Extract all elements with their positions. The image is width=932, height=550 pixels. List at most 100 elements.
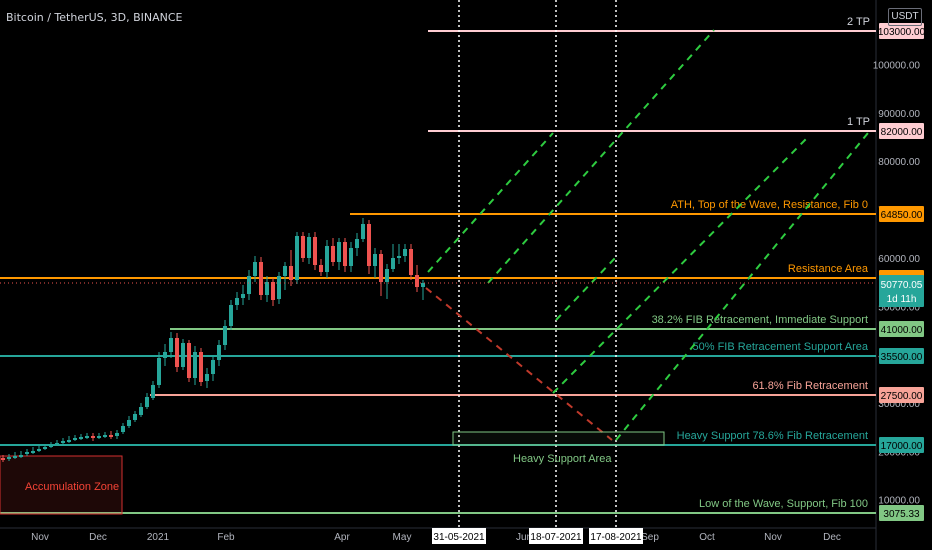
symbol-title: Bitcoin / TetherUS, 3D, BINANCE [6,11,183,24]
heavy-support-zone-label: Heavy Support Area [513,453,612,465]
candle-body [325,246,329,272]
price-tag [879,123,924,139]
x-tick-label: Feb [217,532,235,543]
price-tag-label: 103000.00 [878,27,926,38]
projection-arrow [427,132,554,273]
date-marker-tag [529,528,583,544]
y-tick-label: 80000.00 [878,157,920,168]
date-marker-tag [589,528,643,544]
candle-body [289,266,293,280]
candle-body [211,360,215,374]
x-tick-label: Sep [641,532,659,543]
descent-arrow [425,287,613,441]
x-tick-label: Dec [823,532,841,543]
candle-body [223,326,227,345]
candle-body [331,246,335,262]
candle-body [295,236,299,280]
candle-body [355,239,359,248]
candle-body [91,436,95,438]
price-tag-label: 41000.00 [881,325,923,336]
candle-body [181,343,185,367]
projection-arrow [615,132,869,441]
candle-body [31,451,35,453]
candle-body [103,435,107,437]
candle-body [73,438,77,440]
y-tick-label: 100000.00 [873,61,921,72]
x-tick-label: Dec [89,532,107,543]
y-tick-label: 30000.00 [878,399,920,410]
candle-body [25,452,29,454]
candle-body [319,265,323,272]
x-tick-label: Oct [699,532,715,543]
candle-body [283,266,287,276]
price-tag [879,387,924,403]
candle-body [385,269,389,282]
currency-button[interactable]: USDT [888,8,922,26]
candle-body [379,254,383,282]
price-tag-label: 17000.00 [881,441,923,452]
candle-body [187,343,191,378]
candle-body [277,276,281,299]
candle-body [259,262,263,295]
x-tick-label: Nov [764,532,782,543]
price-tag-label: 35500.00 [881,352,923,363]
candle-body [145,397,149,407]
candle-body [397,256,401,258]
candle-body [361,224,365,239]
level-label: ATH, Top of the Wave, Resistance, Fib 0 [671,199,868,211]
price-tag [879,206,924,222]
candle-body [217,345,221,360]
candle-body [127,420,131,426]
candle-body [271,282,275,300]
candle-body [67,440,71,442]
date-marker-label: 17-08-2021 [590,532,642,543]
y-tick-label: 90000.00 [878,109,920,120]
candle-body [403,249,407,256]
price-tag [879,348,924,364]
level-label: 38.2% FIB Retracement, Immediate Support [652,314,868,326]
x-tick-label: May [393,532,412,543]
last-price-countdown: 1d 11h [887,294,917,305]
price-tag-label: 82000.00 [881,127,923,138]
candle-body [343,242,347,266]
date-marker-tag [432,528,486,544]
candle-body [409,249,413,275]
projection-arrow [552,136,809,394]
candle-body [415,275,419,287]
candle-body [115,433,119,436]
level-label: 2 TP [847,16,870,28]
x-tick-label: Jun [516,532,532,543]
candle-body [193,352,197,378]
candle-body [241,294,245,298]
candle-body [175,338,179,367]
candle-body [1,458,5,460]
candle-body [373,254,377,266]
candle-body [205,374,209,381]
candle-body [109,435,113,437]
y-tick-label: 60000.00 [878,254,920,265]
candle-body [43,447,47,449]
y-tick-label: 50000.00 [878,302,920,313]
candle-body [139,407,143,415]
price-tag [879,505,924,521]
candle-body [199,352,203,382]
candle-body [37,449,41,451]
level-label: 50% FIB Retracement Support Area [693,341,869,353]
heavy-support-zone [452,431,665,446]
price-tag-label: 3075.33 [883,509,920,520]
candle-body [7,457,11,459]
candle-body [235,298,239,305]
accumulation-zone [0,455,123,515]
candle-body [61,441,65,443]
x-tick-label: Nov [31,532,49,543]
x-tick-label: Apr [334,532,350,543]
candle-body [163,352,167,358]
candle-body [349,248,353,266]
level-label: 61.8% Fib Retracement [752,380,868,392]
candle-body [49,445,53,447]
x-tick-label: 2021 [147,532,170,543]
candle-body [229,305,233,326]
y-tick-label: 10000.00 [878,496,920,507]
